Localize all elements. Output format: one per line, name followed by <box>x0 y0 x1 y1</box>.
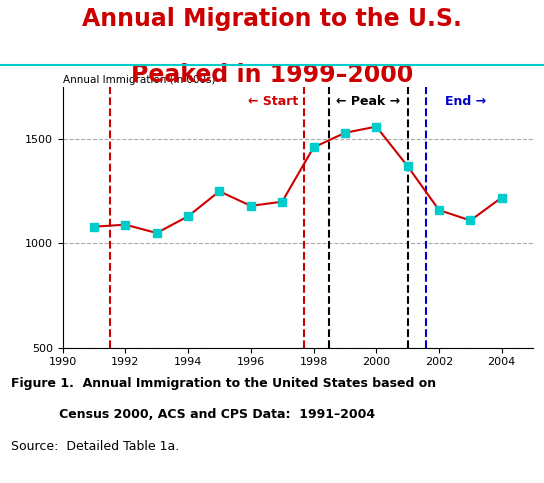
Text: ← Peak →: ← Peak → <box>336 95 400 108</box>
Text: Source:  Detailed Table 1a.: Source: Detailed Table 1a. <box>11 440 179 453</box>
Text: Annual Migration to the U.S.: Annual Migration to the U.S. <box>82 7 462 31</box>
Text: Census 2000, ACS and CPS Data:  1991–2004: Census 2000, ACS and CPS Data: 1991–2004 <box>11 408 375 421</box>
Text: Peaked in 1999–2000: Peaked in 1999–2000 <box>131 63 413 87</box>
Text: Figure 1.  Annual Immigration to the United States based on: Figure 1. Annual Immigration to the Unit… <box>11 377 436 390</box>
Text: End →: End → <box>446 95 486 108</box>
Text: Annual Immigration (in 000s): Annual Immigration (in 000s) <box>63 74 215 85</box>
Text: ← Start: ← Start <box>248 95 298 108</box>
